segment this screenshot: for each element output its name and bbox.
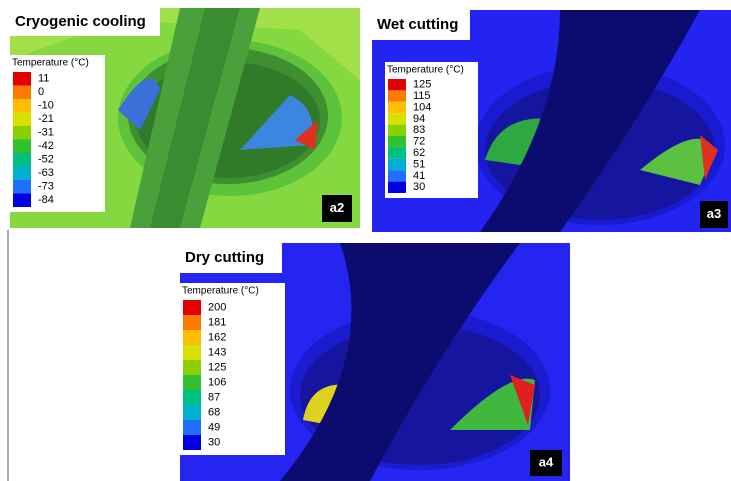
legend-swatch [13,194,31,208]
legend-label: 125 [413,79,431,91]
legend-label: 68 [208,406,220,418]
legend-label: 72 [413,136,425,148]
legend-label: -84 [38,194,54,206]
legend-swatch [183,315,201,330]
legend-label: 83 [413,124,425,136]
figure: Cryogenic coolingTemperature (°C)110-10-… [0,0,731,481]
legend-swatch [183,435,201,450]
legend-swatch [183,405,201,420]
legend-title: Temperature (°C) [387,65,464,76]
legend-swatch [183,360,201,375]
legend-label: 106 [208,376,226,388]
legend-title: Temperature (°C) [182,286,259,297]
legend-swatch [13,167,31,181]
panel-tag: a2 [330,200,344,215]
legend-swatch [388,159,406,170]
legend-swatch [183,300,201,315]
legend-swatch [13,113,31,127]
legend-label: -42 [38,140,54,152]
legend-label: 30 [208,436,220,448]
legend-label: -52 [38,154,54,166]
legend-swatch [183,330,201,345]
panel-title: Cryogenic cooling [15,13,146,30]
panel-title: Dry cutting [185,249,264,266]
legend-swatch [13,99,31,113]
panel-tag: a3 [707,206,721,221]
legend-label: -21 [38,113,54,125]
legend-swatch [388,113,406,124]
legend-swatch [183,390,201,405]
legend-label: -31 [38,127,54,139]
legend-swatch [13,153,31,167]
legend-label: 51 [413,158,425,170]
legend-swatch [388,79,406,90]
legend-title: Temperature (°C) [12,58,89,69]
legend-swatch [388,147,406,158]
legend-label: -10 [38,100,54,112]
legend-swatch [388,125,406,136]
legend-swatch [183,345,201,360]
legend-label: 162 [208,331,226,343]
legend-label: -73 [38,181,54,193]
legend-swatch [183,375,201,390]
legend-swatch [388,182,406,193]
legend-label: 125 [208,361,226,373]
legend-swatch [13,180,31,194]
legend-swatch [388,136,406,147]
legend-label: 143 [208,346,226,358]
legend-label: 11 [38,73,49,85]
legend-label: 49 [208,421,220,433]
legend-label: 41 [413,170,425,182]
legend-label: 104 [413,101,431,113]
legend-label: 181 [208,316,226,328]
legend-swatch [13,72,31,86]
legend-swatch [13,126,31,140]
legend-swatch [13,86,31,100]
legend-label: 0 [38,86,44,98]
legend-swatch [13,140,31,154]
legend-label: 115 [413,90,431,102]
legend-label: 87 [208,391,220,403]
panel-tag: a4 [539,454,554,469]
legend-label: 94 [413,113,425,125]
legend-swatch [388,170,406,181]
legend-label: 30 [413,181,425,193]
legend-swatch [388,90,406,101]
legend-swatch [183,420,201,435]
legend-label: -63 [38,167,54,179]
legend-swatch [388,102,406,113]
legend-label: 62 [413,147,425,159]
panel-title: Wet cutting [377,16,458,33]
legend-label: 200 [208,301,226,313]
